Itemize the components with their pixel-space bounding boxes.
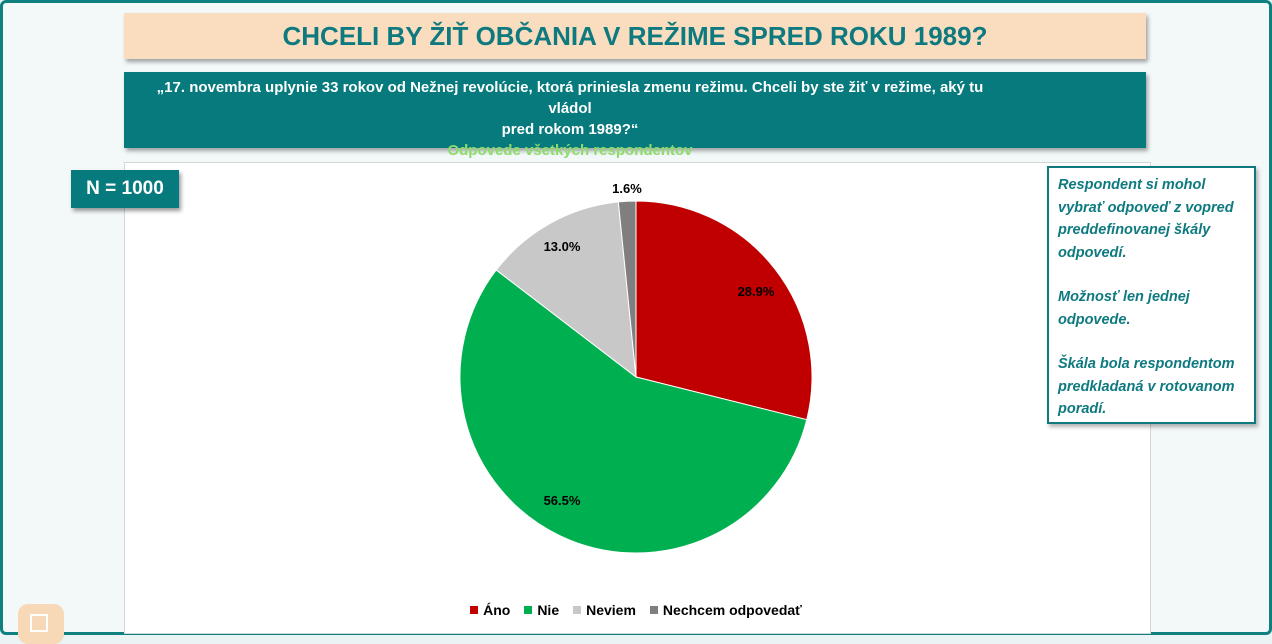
legend-item-3: Neviem [573, 602, 636, 618]
legend-label-3: Neviem [586, 602, 636, 618]
pie-slice-1 [635, 200, 813, 421]
legend-swatch-3 [573, 606, 582, 614]
pie-data-label-2: 56.5% [544, 493, 581, 508]
legend-item-2: Nie [524, 602, 559, 618]
legend-item-4: Nechcem odpovedať [649, 602, 802, 618]
question-box: „17. novembra uplynie 33 rokov od Nežnej… [124, 72, 1146, 159]
question-text-line1: „17. novembra uplynie 33 rokov od Nežnej… [156, 79, 984, 117]
legend-item-1: Áno [470, 602, 510, 618]
legend-label-2: Nie [537, 602, 560, 618]
pie-slice-3 [495, 201, 637, 379]
legend-label-4: Nechcem odpovedať [662, 602, 802, 618]
note-paragraph-1: Respondent si mohol vybrať odpoveď z vop… [1058, 177, 1234, 261]
legend-label-1: Áno [483, 602, 511, 618]
pie-data-label-4: 1.6% [612, 181, 642, 196]
methodology-note: Respondent si mohol vybrať odpoveď z vop… [1047, 166, 1256, 424]
legend-swatch-1 [470, 606, 479, 614]
pie-slice-2 [459, 269, 808, 554]
question-text-line2: pred rokom 1989?“ [501, 121, 639, 138]
chart-legend: Áno Nie Neviem Nechcem odpovedať [0, 602, 1272, 618]
pie-data-label-1: 28.9% [738, 284, 775, 299]
logo-mark-icon [30, 614, 48, 632]
brand-logo [18, 604, 64, 644]
legend-swatch-2 [524, 606, 533, 614]
question-subtitle: Odpovede všetkých respondentov [447, 142, 693, 159]
legend-swatch-4 [649, 606, 658, 614]
pie-slice-4 [617, 200, 637, 378]
slide-title: CHCELI BY ŽIŤ OBČANIA V REŽIME SPRED ROK… [124, 13, 1146, 59]
sample-size-badge: N = 1000 [71, 170, 179, 208]
pie-data-label-3: 13.0% [544, 239, 581, 254]
note-paragraph-2: Možnosť len jednej odpovede. [1058, 289, 1190, 328]
note-paragraph-3: Škála bola respondentom predkladaná v ro… [1058, 356, 1235, 417]
